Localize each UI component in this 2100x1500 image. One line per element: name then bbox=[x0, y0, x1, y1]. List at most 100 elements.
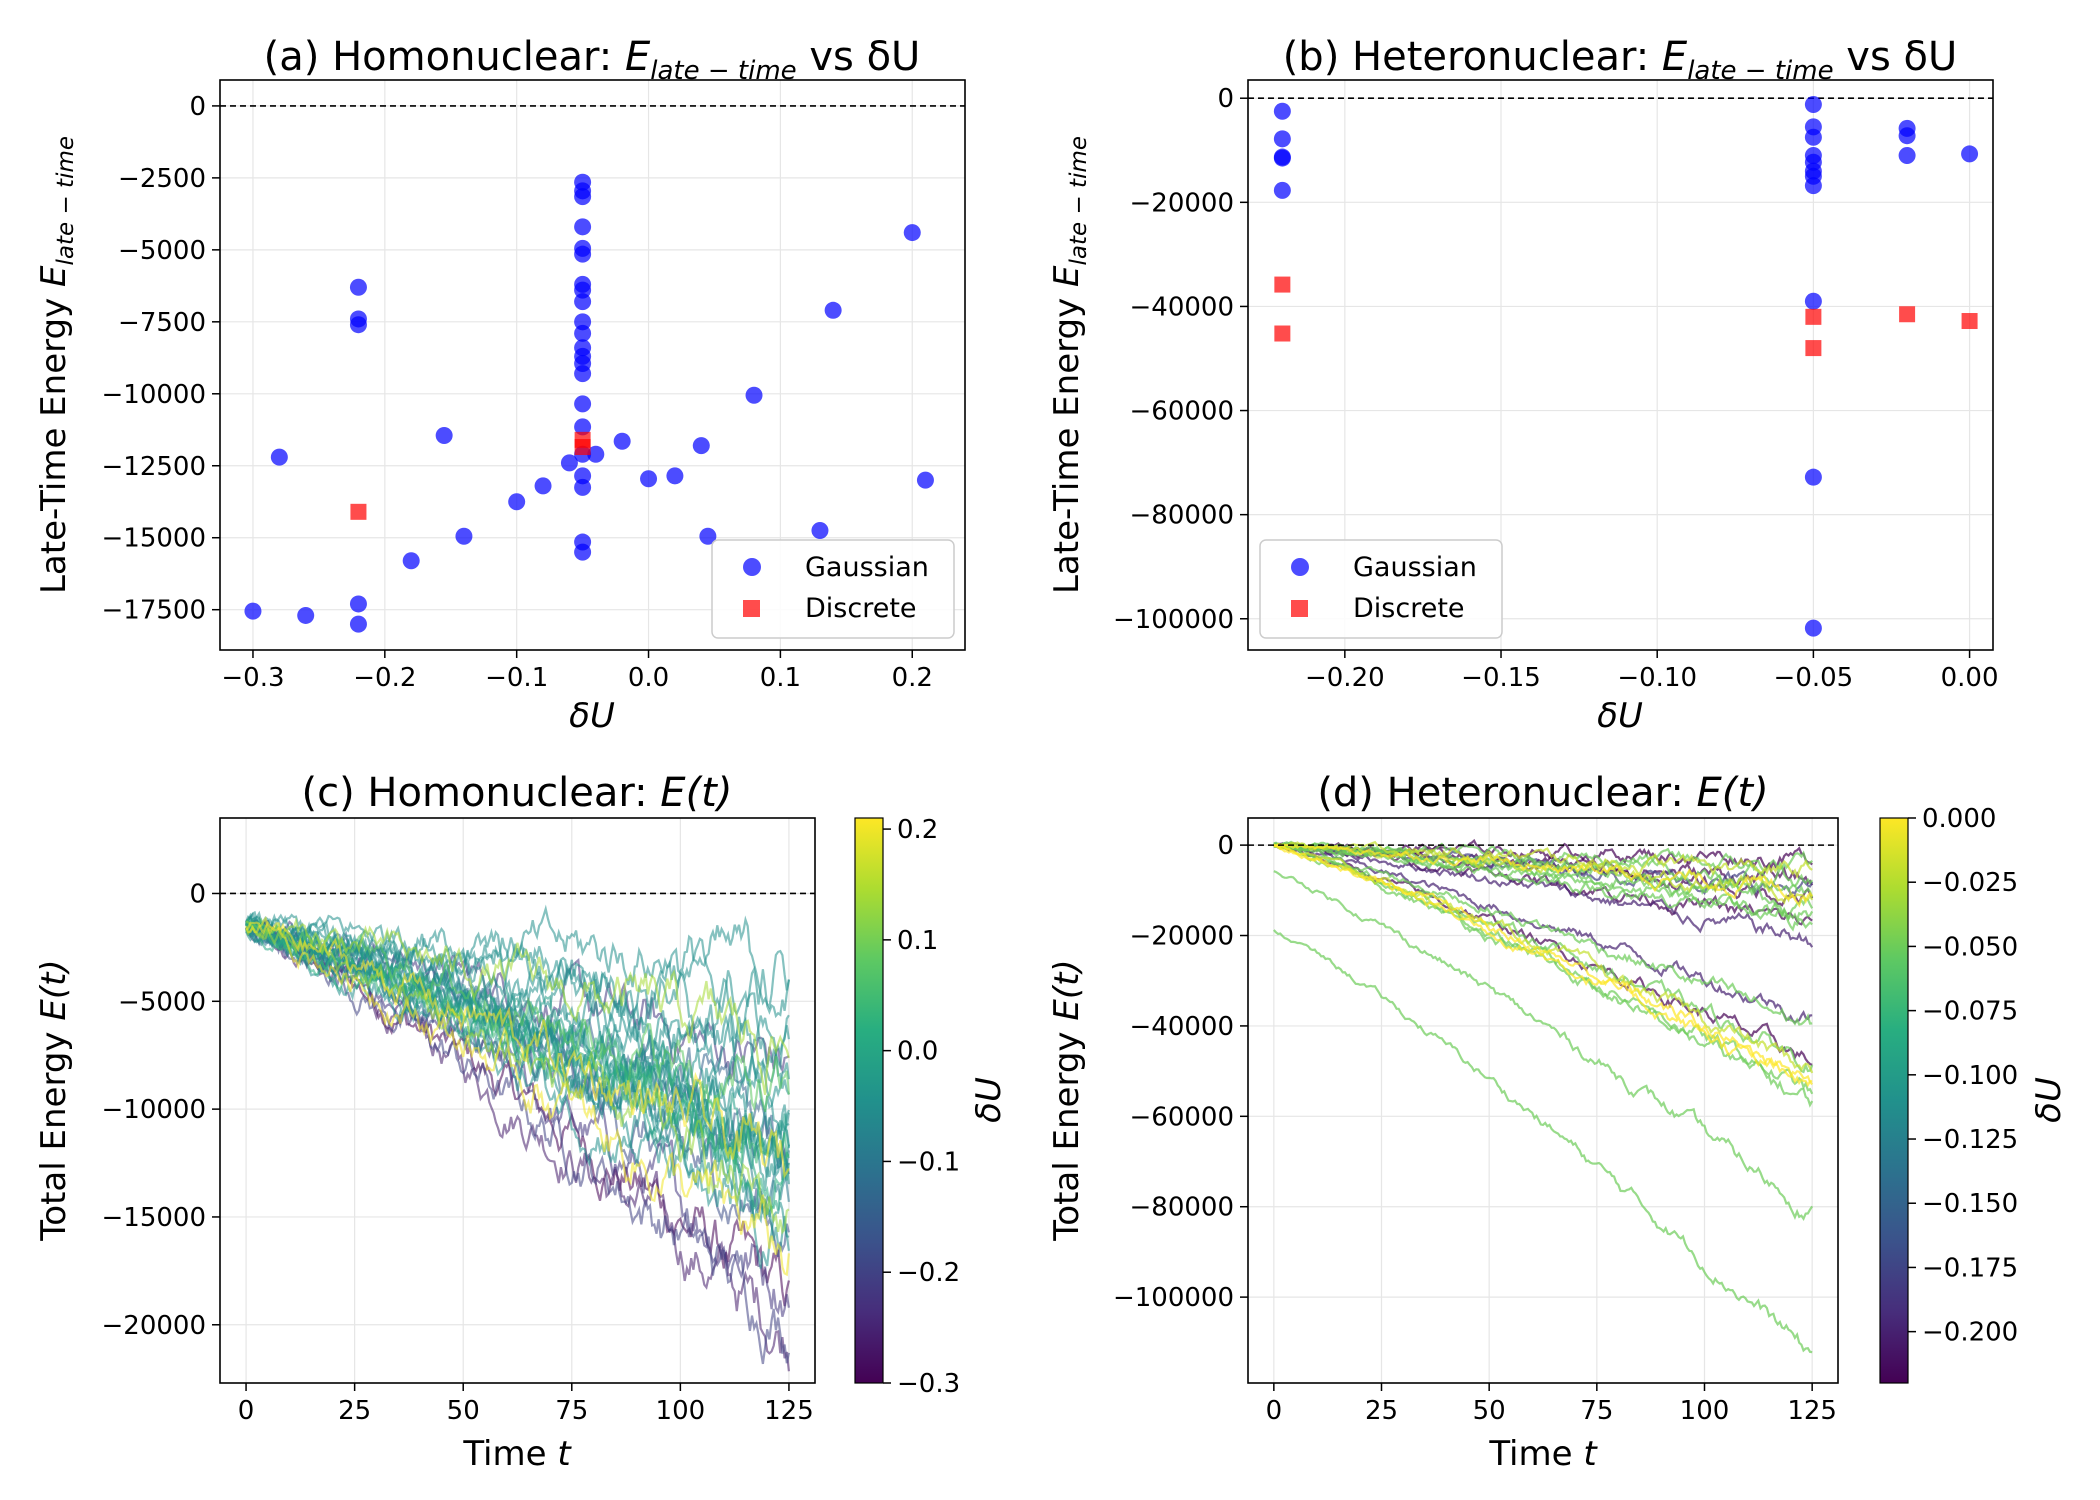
energy-trace bbox=[1273, 842, 1813, 932]
gaussian-point bbox=[534, 477, 552, 495]
discrete-point bbox=[1274, 325, 1291, 342]
y-tick-label: −7500 bbox=[118, 308, 206, 338]
energy-trace bbox=[1273, 840, 1813, 880]
x-tick-label: 125 bbox=[1787, 1396, 1837, 1426]
panel-d-colorbar bbox=[1879, 817, 1909, 1384]
panel-c-frame bbox=[219, 817, 816, 1384]
y-tick-label: −20000 bbox=[1130, 188, 1235, 218]
gaussian-point bbox=[1961, 145, 1979, 163]
x-tick-label: 25 bbox=[338, 1396, 371, 1426]
gaussian-point bbox=[435, 427, 453, 445]
x-tick-label: 0.0 bbox=[628, 663, 669, 693]
y-tick-label: 0 bbox=[189, 92, 206, 122]
panel-c-ylabel: Total Energy E(t) bbox=[34, 959, 74, 1241]
colorbar-tick-label: 0.0 bbox=[897, 1037, 938, 1067]
energy-trace bbox=[1273, 843, 1813, 1088]
gaussian-point bbox=[699, 527, 717, 545]
colorbar-tick-label: 0.000 bbox=[1922, 804, 1996, 834]
x-tick-label: 0.2 bbox=[892, 663, 933, 693]
y-tick-label: −20000 bbox=[1130, 922, 1235, 952]
legend-discrete-marker bbox=[1291, 600, 1308, 617]
panel-b-points bbox=[1273, 95, 1979, 637]
y-tick-label: −10000 bbox=[102, 380, 207, 410]
x-tick-label: 50 bbox=[1473, 1396, 1506, 1426]
gaussian-point bbox=[666, 467, 684, 485]
panel-d-colorbar-ticks: 0.000 −0.025 −0.050 −0.075 −0.100 −0.125 −0.15… bbox=[1908, 804, 2018, 1348]
panel-a-ticks: −0.3 −0.2 −0.1 0.0 0.1 0.2 0 −2500 −5000 −7500 −10… bbox=[102, 92, 933, 693]
discrete-point bbox=[1274, 276, 1291, 293]
y-tick-label: −60000 bbox=[1130, 397, 1235, 427]
energy-trace bbox=[1273, 840, 1813, 872]
gaussian-point bbox=[270, 448, 288, 466]
discrete-point bbox=[1899, 306, 1916, 323]
gaussian-point bbox=[574, 293, 592, 311]
x-tick-label: −0.05 bbox=[1774, 663, 1854, 693]
colorbar-tick-label: −0.075 bbox=[1922, 997, 2018, 1027]
colorbar-tick-label: −0.025 bbox=[1922, 868, 2018, 898]
gaussian-point bbox=[402, 552, 420, 570]
y-tick-label: −80000 bbox=[1130, 501, 1235, 531]
energy-trace bbox=[245, 915, 790, 1161]
colorbar-tick-label: 0.1 bbox=[897, 926, 938, 956]
gaussian-point bbox=[1273, 181, 1291, 199]
legend-discrete-marker bbox=[743, 600, 760, 617]
panel-b-legend: Gaussian Discrete bbox=[1259, 539, 1503, 639]
y-tick-label: −60000 bbox=[1130, 1102, 1235, 1132]
energy-trace bbox=[1273, 870, 1814, 1221]
x-tick-label: −0.3 bbox=[221, 663, 284, 693]
panel-b: (b) Heteronuclear: Elate − time vs δU −0… bbox=[1047, 34, 1999, 736]
y-tick-label: −100000 bbox=[1113, 1283, 1234, 1313]
gaussian-point bbox=[587, 445, 605, 463]
energy-trace bbox=[245, 917, 790, 1112]
panel-d-xlabel: Time t bbox=[1488, 1434, 1598, 1474]
gaussian-point bbox=[574, 543, 592, 561]
x-tick-label: 75 bbox=[1580, 1396, 1613, 1426]
gaussian-point bbox=[1804, 292, 1822, 310]
panel-b-title: (b) Heteronuclear: Elate − time vs δU bbox=[1283, 34, 1958, 86]
y-tick-label: −10000 bbox=[102, 1095, 207, 1125]
gaussian-point bbox=[574, 324, 592, 342]
energy-trace bbox=[1273, 929, 1813, 1354]
panel-b-ylabel: Late-Time Energy Elate − time bbox=[1047, 136, 1092, 594]
gaussian-point bbox=[640, 470, 658, 488]
gaussian-point bbox=[244, 602, 262, 620]
colorbar-tick-label: 0.2 bbox=[897, 815, 938, 845]
energy-trace bbox=[245, 917, 790, 1095]
colorbar-tick-label: −0.050 bbox=[1922, 932, 2018, 962]
gaussian-point bbox=[903, 224, 921, 242]
gaussian-point bbox=[574, 418, 592, 436]
gaussian-point bbox=[1273, 130, 1291, 148]
colorbar-tick-label: −0.1 bbox=[897, 1147, 960, 1177]
panel-d-ticks: 0 25 50 75 100 125 0 −20000 −40000 −60000 −80000 −1… bbox=[1113, 831, 1837, 1426]
panel-c-xlabel: Time t bbox=[462, 1434, 572, 1474]
gaussian-point bbox=[574, 188, 592, 206]
colorbar-tick-label: −0.175 bbox=[1922, 1253, 2018, 1283]
energy-trace bbox=[1273, 844, 1813, 1026]
gaussian-point bbox=[297, 606, 315, 624]
gaussian-point bbox=[1804, 95, 1822, 113]
y-tick-label: −2500 bbox=[118, 164, 206, 194]
panel-a-frame bbox=[219, 79, 966, 651]
panel-c-colorbar bbox=[854, 817, 884, 1384]
gaussian-point bbox=[574, 245, 592, 263]
energy-trace bbox=[1273, 843, 1814, 908]
colorbar-tick-label: −0.125 bbox=[1922, 1125, 2018, 1155]
panel-a-ylabel: Late-Time Energy Elate − time bbox=[34, 136, 79, 594]
discrete-point bbox=[1805, 308, 1822, 325]
colorbar-tick-label: −0.2 bbox=[897, 1258, 960, 1288]
x-tick-label: 100 bbox=[656, 1396, 706, 1426]
gaussian-point bbox=[613, 432, 631, 450]
gaussian-point bbox=[560, 454, 578, 472]
panel-d-frame bbox=[1247, 817, 1839, 1384]
gaussian-point bbox=[692, 437, 710, 455]
panel-a-title: (a) Homonuclear: Elate − time vs δU bbox=[264, 34, 921, 86]
energy-trace bbox=[245, 915, 790, 1277]
x-tick-label: −0.2 bbox=[353, 663, 416, 693]
panel-a: (a) Homonuclear: Elate − time vs δU −0.3… bbox=[34, 34, 966, 736]
gaussian-point bbox=[1898, 146, 1916, 164]
colorbar-tick-label: −0.3 bbox=[897, 1369, 960, 1399]
energy-trace bbox=[245, 920, 790, 1235]
gaussian-point bbox=[1804, 468, 1822, 486]
discrete-point bbox=[350, 503, 367, 520]
gaussian-point bbox=[574, 395, 592, 413]
